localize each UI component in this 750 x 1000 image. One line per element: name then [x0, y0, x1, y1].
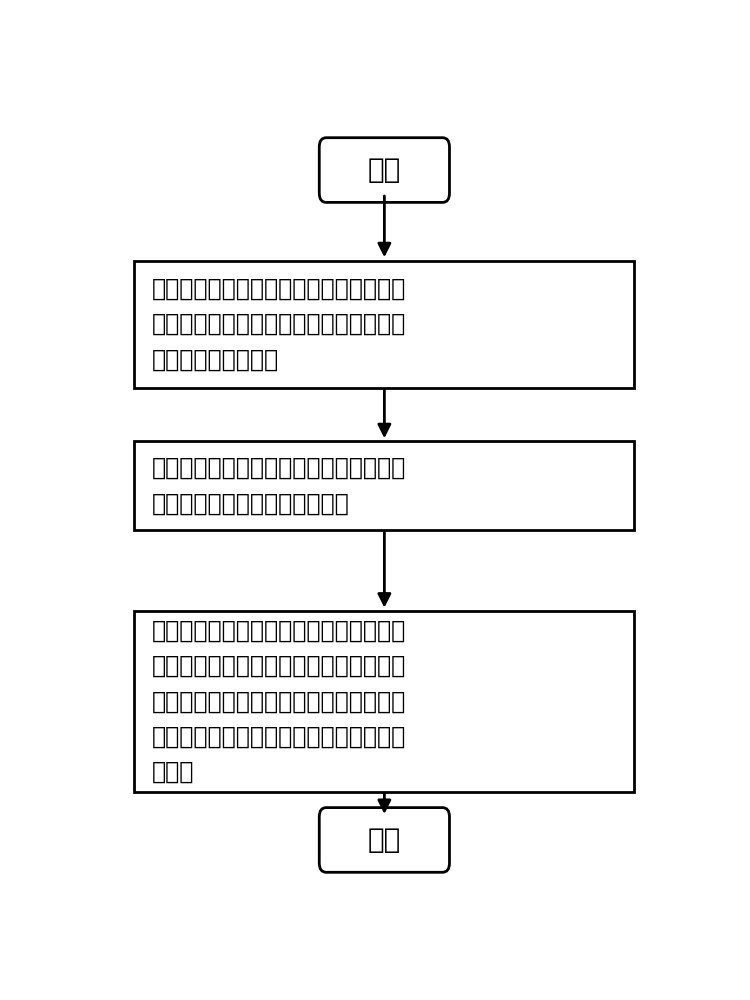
Polygon shape: [134, 261, 634, 388]
Text: 结束: 结束: [368, 826, 401, 854]
Text: 开始: 开始: [368, 156, 401, 184]
Polygon shape: [134, 441, 634, 530]
FancyBboxPatch shape: [320, 138, 449, 202]
Polygon shape: [134, 611, 634, 792]
FancyBboxPatch shape: [320, 808, 449, 872]
Text: 根据跟踪目标水平运动情况画出周期性运
动波形图，结合钻杆和钻机的双波形下降
沿自动计算钻杆退杆数目，或者结合钻杆
和钻机的双波形上升沿自动计算钻杆进杆
数目。: 根据跟踪目标水平运动情况画出周期性运 动波形图，结合钻杆和钻机的双波形下降 沿自…: [152, 619, 406, 784]
Text: 读取井下打钻场景视频进行拆帧，对拆得
图像进行预处理，解决相似颜色干扰以及
图像对比度小的问题: 读取井下打钻场景视频进行拆帧，对拆得 图像进行预处理，解决相似颜色干扰以及 图像…: [152, 277, 406, 371]
Text: 对预处理的视频图像用所训练的目标检测
模型进行二分类的目标检测跟踪: 对预处理的视频图像用所训练的目标检测 模型进行二分类的目标检测跟踪: [152, 456, 406, 515]
